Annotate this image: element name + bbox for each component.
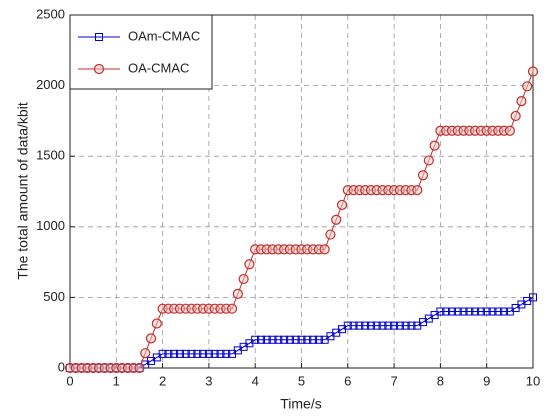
marker xyxy=(256,335,265,344)
marker xyxy=(164,349,173,358)
marker xyxy=(355,321,364,330)
marker xyxy=(476,307,485,316)
y-tick-label: 500 xyxy=(43,289,65,304)
marker xyxy=(510,110,521,122)
marker xyxy=(407,321,416,330)
marker xyxy=(395,321,404,330)
marker xyxy=(244,259,255,270)
marker xyxy=(222,349,231,358)
y-axis-label: The total amount of data/kbit xyxy=(15,102,31,280)
legend-label: OA-CMAC xyxy=(128,60,189,75)
x-tick-label: 7 xyxy=(390,373,397,388)
y-tick-label: 0 xyxy=(58,359,65,374)
marker xyxy=(522,81,533,92)
x-tick-label: 2 xyxy=(159,373,166,388)
marker xyxy=(314,335,323,344)
x-tick-label: 0 xyxy=(66,373,73,388)
x-tick-label: 5 xyxy=(298,373,305,388)
marker xyxy=(204,349,213,358)
marker xyxy=(500,307,509,316)
marker xyxy=(158,349,167,358)
marker xyxy=(199,349,208,358)
marker xyxy=(447,307,456,316)
marker xyxy=(297,335,306,344)
marker xyxy=(361,321,370,330)
marker xyxy=(238,273,249,285)
marker xyxy=(412,184,423,196)
marker xyxy=(210,349,219,358)
marker xyxy=(251,335,260,344)
y-tick-label: 2000 xyxy=(36,77,65,92)
marker xyxy=(140,348,151,359)
marker xyxy=(529,293,537,302)
marker xyxy=(187,349,196,358)
marker xyxy=(303,335,312,344)
marker xyxy=(151,318,162,329)
marker xyxy=(262,335,271,344)
marker xyxy=(193,349,202,358)
x-axis-label: Time/s xyxy=(280,396,321,412)
marker xyxy=(319,244,330,255)
legend-label: OAm-CMAC xyxy=(128,28,200,43)
marker xyxy=(390,321,399,330)
x-tick-label: 10 xyxy=(526,373,540,388)
marker xyxy=(331,214,342,225)
marker xyxy=(280,335,289,344)
legend-marker xyxy=(93,63,105,75)
plot-frame xyxy=(69,14,534,369)
y-tick-label: 1500 xyxy=(36,148,65,163)
marker xyxy=(465,307,474,316)
marker xyxy=(494,307,503,316)
marker xyxy=(325,229,336,240)
marker xyxy=(145,333,157,344)
marker xyxy=(504,125,515,136)
marker xyxy=(232,288,243,299)
legend-marker xyxy=(95,33,103,41)
marker xyxy=(471,307,480,316)
marker xyxy=(291,335,300,344)
marker xyxy=(170,349,179,358)
marker xyxy=(459,307,468,316)
x-tick-label: 1 xyxy=(113,373,120,388)
marker xyxy=(401,321,410,330)
marker xyxy=(366,321,375,330)
marker xyxy=(336,199,348,211)
x-tick-label: 9 xyxy=(483,373,490,388)
marker xyxy=(384,321,393,330)
x-tick-label: 4 xyxy=(252,373,259,388)
marker xyxy=(285,335,294,344)
marker xyxy=(482,307,491,316)
marker xyxy=(226,303,238,314)
marker xyxy=(488,307,497,316)
marker xyxy=(181,349,190,358)
x-tick-label: 3 xyxy=(205,373,212,388)
marker xyxy=(309,335,318,344)
marker xyxy=(268,335,277,344)
marker xyxy=(516,96,527,107)
marker xyxy=(423,155,434,166)
y-tick-label: 2500 xyxy=(36,6,65,21)
marker xyxy=(527,66,539,77)
marker xyxy=(417,170,429,181)
marker xyxy=(372,321,381,330)
marker xyxy=(378,321,387,330)
y-tick-label: 1000 xyxy=(36,218,65,233)
marker xyxy=(343,321,352,330)
marker xyxy=(436,307,445,316)
marker xyxy=(274,335,283,344)
marker xyxy=(453,307,462,316)
x-tick-label: 6 xyxy=(344,373,351,388)
marker xyxy=(429,140,440,151)
marker xyxy=(442,307,451,316)
x-tick-label: 8 xyxy=(437,373,444,388)
legend-box xyxy=(69,14,213,90)
marker xyxy=(349,321,358,330)
marker xyxy=(175,349,184,358)
marker xyxy=(134,362,145,374)
marker xyxy=(216,349,225,358)
